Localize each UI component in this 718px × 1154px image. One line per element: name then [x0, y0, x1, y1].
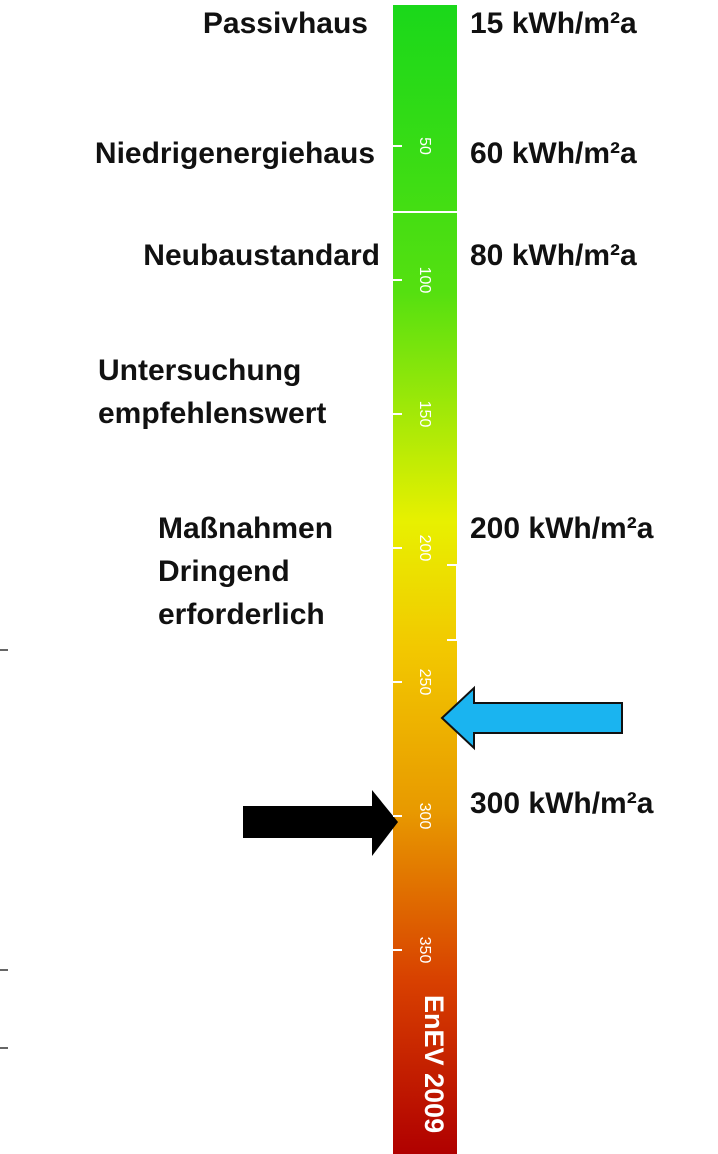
level-name: Maßnahmen	[158, 512, 333, 545]
tick-label: 250	[416, 669, 433, 696]
level-value: 200 kWh/m²a	[470, 512, 654, 545]
level-value: 60 kWh/m²a	[470, 137, 637, 170]
level-value: 15 kWh/m²a	[470, 7, 637, 40]
level-value: 80 kWh/m²a	[470, 239, 637, 272]
level-name: Untersuchung	[98, 354, 301, 387]
bracket	[447, 564, 458, 641]
tick-label: 100	[416, 267, 433, 294]
tick-label: 50	[416, 137, 433, 155]
footer-label: EnEV 2009	[419, 995, 449, 1133]
tick-label: 150	[416, 401, 433, 428]
level-name: empfehlenswert	[98, 397, 326, 430]
blue-arrow	[440, 685, 623, 751]
tick-label: 300	[416, 803, 433, 830]
gradient-bar	[393, 5, 457, 1154]
tick-label: 350	[416, 937, 433, 964]
level-name: erforderlich	[158, 598, 325, 631]
edge-marks	[0, 649, 8, 1049]
tick-label: 200	[416, 535, 433, 562]
level-name: Passivhaus	[203, 7, 368, 40]
level-name: Niedrigenergiehaus	[95, 137, 375, 170]
level-value: 300 kWh/m²a	[470, 787, 654, 820]
level-name: Dringend	[158, 555, 290, 588]
level-name: Neubaustandard	[143, 239, 380, 272]
black-arrow	[243, 790, 398, 856]
